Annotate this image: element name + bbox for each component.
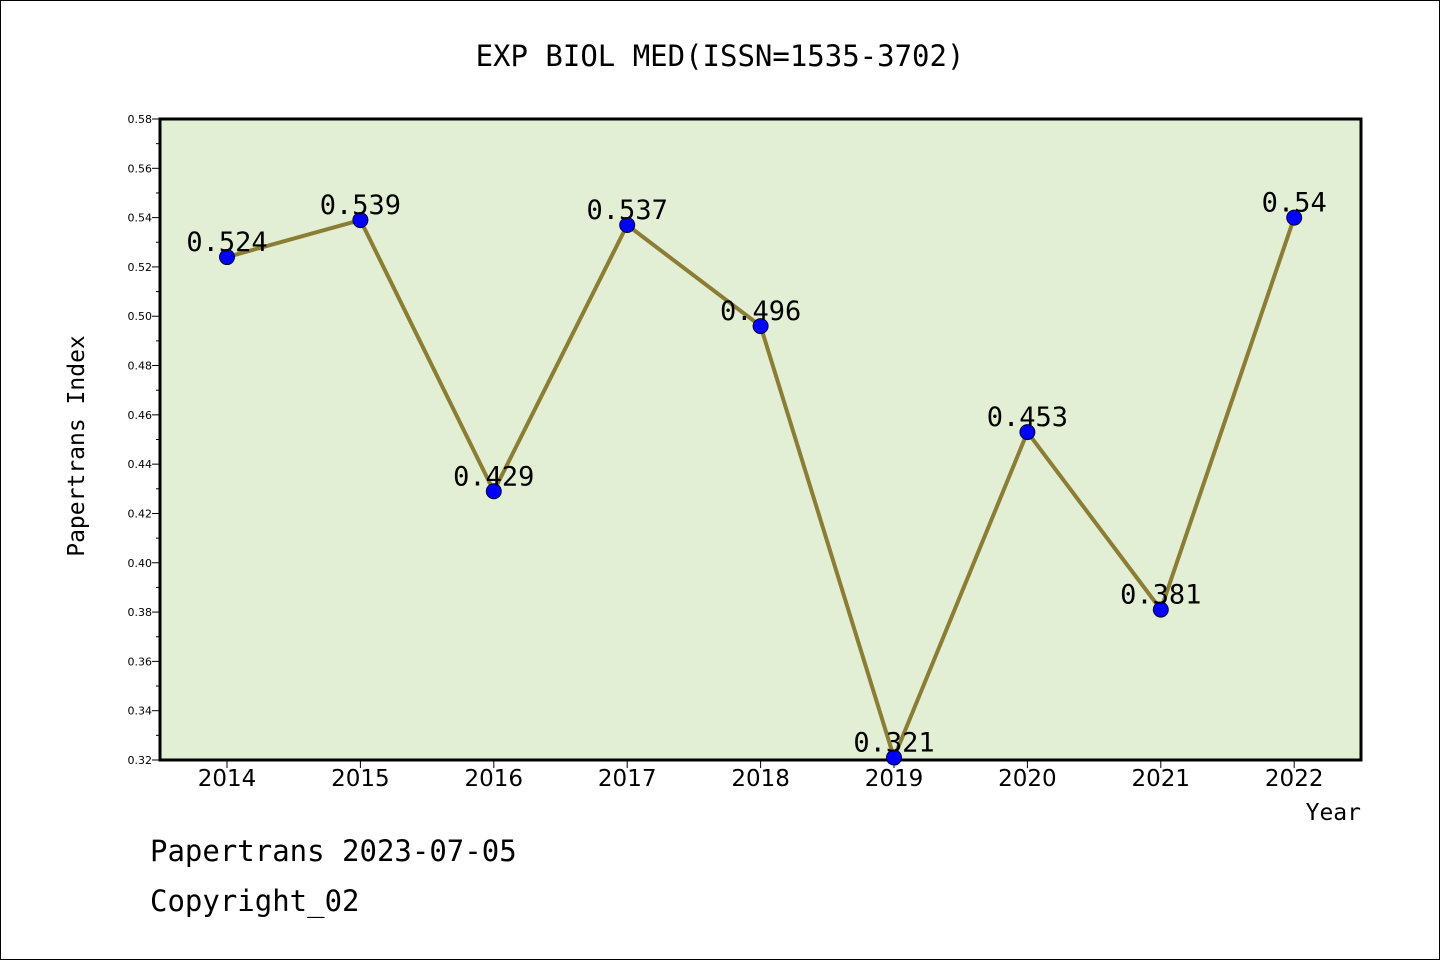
y-tick-label: 0.48 — [128, 360, 153, 373]
x-tick-label: 2019 — [865, 766, 924, 792]
chart-title: EXP BIOL MED(ISSN=1535-3702) — [476, 39, 965, 73]
data-label-2015: 0.539 — [320, 190, 401, 221]
x-tick-label: 2014 — [198, 766, 257, 792]
data-point-2020 — [1019, 424, 1036, 441]
x-tick-label: 2015 — [331, 766, 390, 792]
x-axis: 2014 2015 2016 2017 2018 2019 2020 2021 2022 — [198, 760, 1324, 792]
y-tick-label: 0.54 — [128, 212, 153, 225]
footer-date: Papertrans 2023-07-05 — [150, 834, 517, 868]
data-labels: 0.524 0.539 0.429 0.537 0.496 0.321 0.453 0.381… — [186, 188, 1326, 759]
data-point-2019 — [886, 749, 902, 766]
data-label-2022: 0.54 — [1262, 188, 1327, 219]
data-label-2014: 0.524 — [186, 227, 267, 258]
y-tick-label: 0.50 — [128, 310, 153, 323]
data-label-2021: 0.381 — [1120, 580, 1201, 611]
x-tick-label: 2017 — [598, 766, 657, 792]
data-label-2016: 0.429 — [453, 461, 534, 492]
data-label-2017: 0.537 — [587, 195, 668, 226]
y-axis-label: Papertrans Index — [64, 335, 90, 557]
y-tick-label: 0.44 — [128, 458, 153, 471]
data-point-2021 — [1152, 601, 1169, 618]
data-label-2018: 0.496 — [720, 296, 801, 327]
x-tick-label: 2020 — [998, 766, 1057, 792]
y-tick-label: 0.52 — [128, 261, 153, 274]
y-tick-label: 0.56 — [128, 162, 153, 175]
x-axis-label: Year — [1306, 800, 1361, 826]
x-tick-label: 2018 — [731, 766, 790, 792]
y-tick-label: 0.34 — [128, 705, 153, 718]
y-tick-label: 0.38 — [128, 606, 153, 619]
series-line-group — [219, 209, 1303, 766]
data-label-2020: 0.453 — [987, 402, 1068, 433]
data-label-2019: 0.321 — [853, 728, 934, 759]
data-point-2017 — [619, 217, 636, 234]
y-tick-label: 0.36 — [128, 655, 153, 668]
footer-copyright: Copyright_02 — [150, 884, 360, 918]
y-tick-label: 0.40 — [128, 557, 153, 570]
data-point-2014 — [219, 249, 235, 266]
y-axis: 0.32 0.34 0.36 0.38 0.40 0.42 0.44 0.46 0.48 0.50… — [128, 113, 160, 767]
y-tick-label: 0.32 — [128, 754, 153, 767]
x-tick-label: 2022 — [1265, 766, 1324, 792]
data-point-2018 — [752, 318, 769, 335]
x-tick-label: 2016 — [465, 766, 524, 792]
x-tick-label: 2021 — [1132, 766, 1191, 792]
data-point-2016 — [485, 483, 502, 500]
y-tick-label: 0.46 — [128, 409, 153, 422]
data-point-2015 — [352, 212, 369, 229]
y-tick-label: 0.58 — [128, 113, 153, 126]
data-point-2022 — [1286, 209, 1303, 226]
y-tick-label: 0.42 — [128, 507, 153, 520]
